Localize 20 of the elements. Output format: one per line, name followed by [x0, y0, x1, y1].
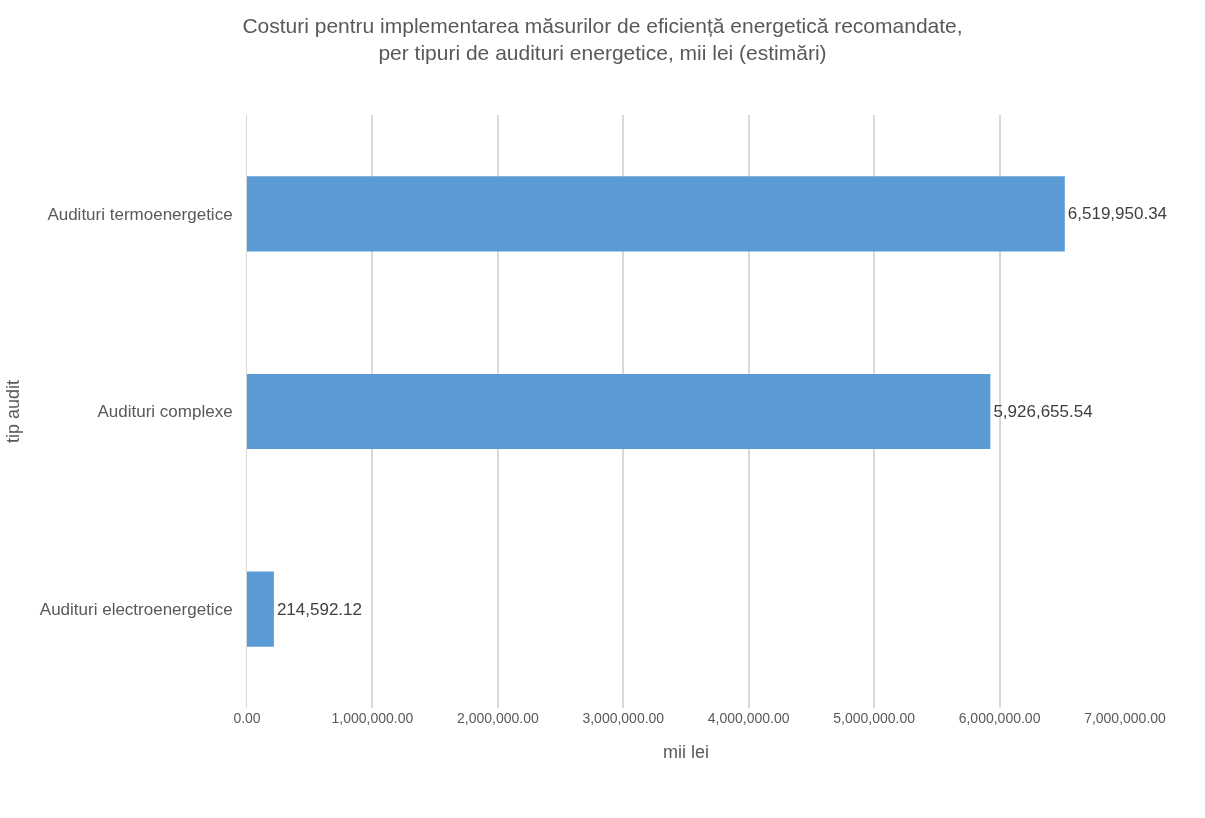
x-tick-label: 0.00 — [233, 710, 261, 726]
x-axis-title: mii lei — [662, 742, 710, 763]
x-tick-label: 4,000,000.00 — [707, 710, 790, 726]
x-tick-label: 7,000,000.00 — [1084, 710, 1167, 726]
chart-title: Costuri pentru implementarea măsurilor de eficiență energetică recomandate, per tipuri de audituri energetice, mii lei (estimări) — [242, 13, 963, 65]
x-tick-label: 2,000,000.00 — [456, 710, 539, 726]
x-tick-label: 3,000,000.00 — [582, 710, 665, 726]
data-label: 5,926,655.54 — [993, 402, 1093, 421]
bar — [247, 571, 274, 647]
y-tick-label: Audituri complexe — [97, 402, 233, 422]
x-tick-label: 1,000,000.00 — [331, 710, 414, 726]
y-axis-title: tip audit — [3, 379, 24, 444]
bar — [247, 373, 991, 450]
x-tick-label: 5,000,000.00 — [833, 710, 916, 726]
bar — [247, 176, 1065, 252]
data-label: 214,592.12 — [276, 599, 363, 619]
y-tick-label: Audituri termoenergetice — [47, 204, 233, 224]
y-tick-label: Audituri electroenergetice — [39, 600, 233, 620]
x-tick-label: 6,000,000.00 — [958, 710, 1041, 726]
data-label: 6,519,950.34 — [1067, 204, 1168, 224]
